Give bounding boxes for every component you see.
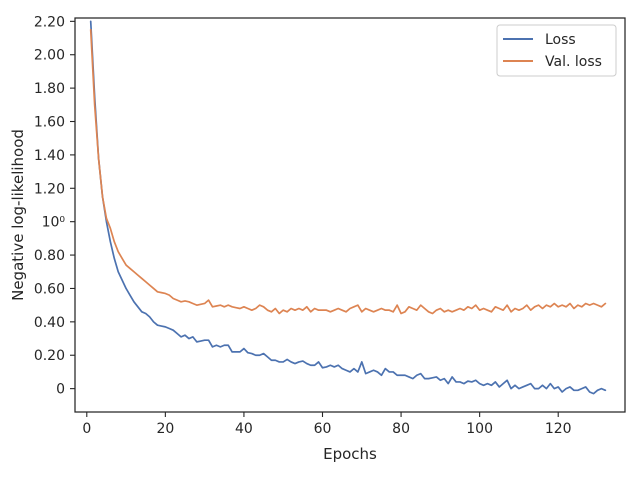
y-tick-label: 1.40 (34, 148, 65, 164)
legend-frame (496, 24, 617, 77)
y-tick-label: 10⁰ (42, 215, 66, 231)
legend-label-val-loss: Val. loss (545, 54, 602, 70)
y-axis-label: Negative log-likelihood (9, 129, 27, 301)
y-tick-label: 1.20 (34, 181, 65, 197)
x-tick-label: 20 (156, 421, 174, 437)
x-axis-ticks: 0 20 40 60 80 100 120 (82, 412, 572, 437)
y-tick-label: 0.40 (34, 315, 65, 331)
x-tick-label: 0 (82, 421, 91, 437)
y-axis-ticks: 0 0.20 0.40 0.60 0.80 10⁰ 1.20 1.40 1.60 1.80 2.00… (34, 14, 75, 398)
series-line-loss (89, 20, 607, 395)
y-tick-label: 0 (56, 382, 65, 398)
y-tick-label: 2.00 (34, 48, 65, 64)
plot-area (75, 18, 625, 412)
x-tick-label: 40 (235, 421, 253, 437)
y-tick-label: 0.20 (34, 348, 65, 364)
plot-frame (74, 17, 626, 413)
series-line-val-loss (89, 28, 607, 315)
y-tick-label: 2.20 (34, 14, 65, 30)
y-tick-label: 0.60 (34, 281, 65, 297)
series-layer (89, 20, 607, 395)
y-tick-label: 0.80 (34, 248, 65, 264)
y-tick-label: 1.80 (34, 81, 65, 97)
x-tick-label: 120 (545, 421, 572, 437)
x-tick-label: 80 (392, 421, 410, 437)
y-tick-label: 1.60 (34, 115, 65, 131)
x-tick-label: 100 (466, 421, 493, 437)
legend-label-loss: Loss (545, 32, 576, 48)
legend: Loss Val. loss (496, 24, 617, 77)
x-tick-label: 60 (314, 421, 332, 437)
x-axis-label: Epochs (323, 445, 377, 463)
